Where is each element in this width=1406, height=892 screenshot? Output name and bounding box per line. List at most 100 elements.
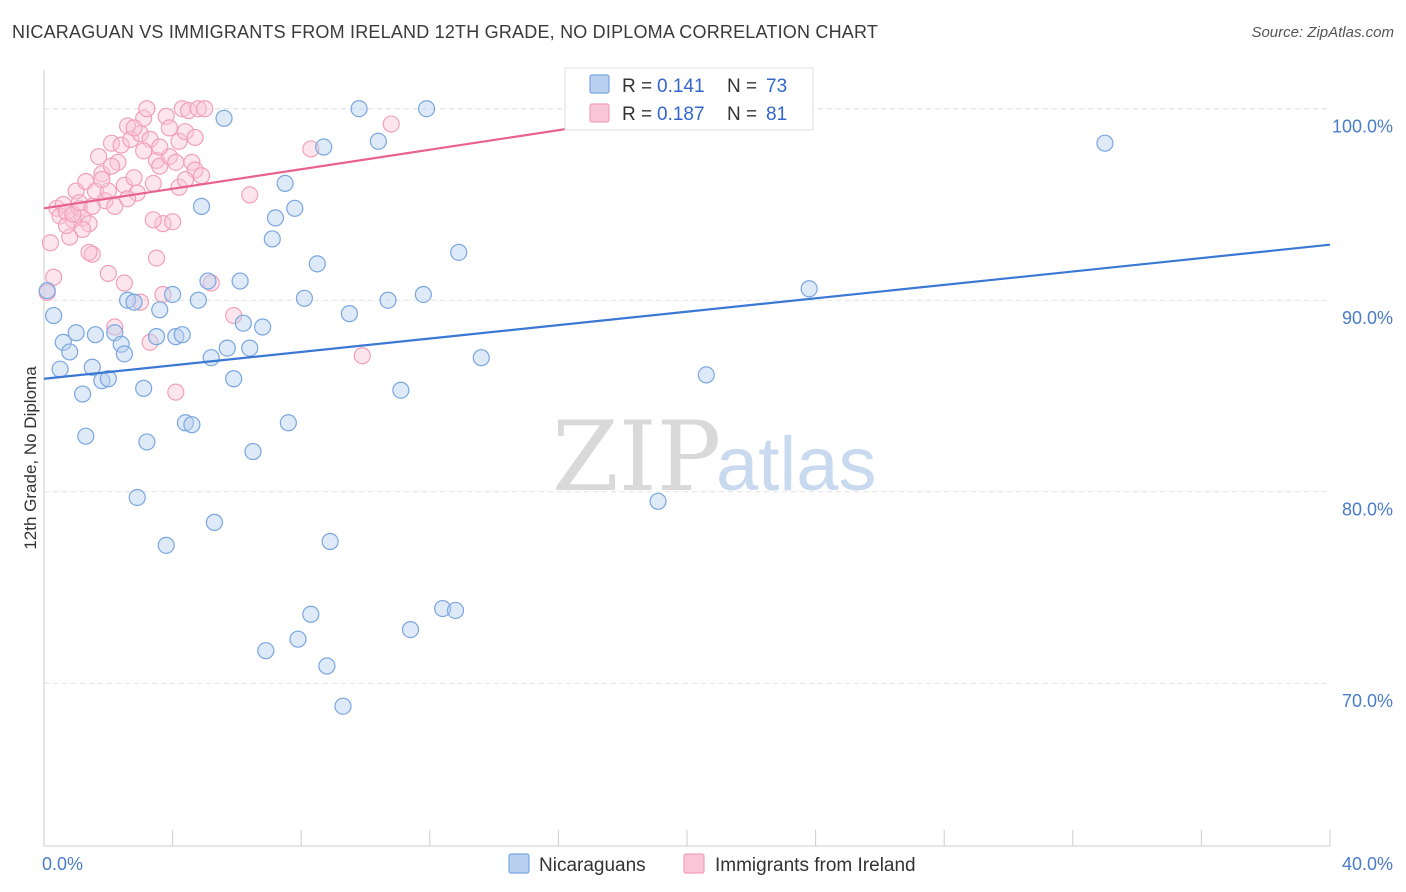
ireland-point bbox=[99, 264, 117, 283]
nicaraguan-point bbox=[115, 345, 133, 363]
nicaraguan-point bbox=[318, 657, 336, 675]
nicaraguan-point bbox=[697, 366, 715, 384]
ireland-point bbox=[138, 100, 156, 118]
ireland-point bbox=[141, 333, 159, 351]
nicaraguan-point bbox=[183, 416, 201, 434]
nicaraguan-point bbox=[54, 333, 72, 351]
nicaraguan-point bbox=[800, 280, 818, 298]
nicaraguan-point bbox=[289, 630, 307, 648]
ireland-point bbox=[151, 138, 169, 156]
stats-r-value-1: 0.141 bbox=[657, 76, 705, 97]
watermark: ZIP atlas bbox=[552, 401, 877, 513]
nicaraguan-point bbox=[157, 536, 175, 554]
ireland-point bbox=[196, 100, 214, 118]
nicaraguan-point bbox=[340, 305, 359, 323]
gridlines bbox=[44, 108, 1330, 684]
y-tick-label: 90.0% bbox=[1342, 308, 1393, 328]
series-nicaraguans-points bbox=[38, 100, 1114, 715]
ireland-point bbox=[189, 100, 207, 118]
nicaraguan-point bbox=[286, 199, 304, 217]
nicaraguan-point bbox=[414, 285, 432, 304]
nicaraguan-point bbox=[257, 642, 275, 660]
nicaraguan-point bbox=[446, 601, 465, 620]
nicaraguan-point bbox=[192, 197, 211, 215]
nicaraguan-point bbox=[321, 532, 339, 551]
stats-r-value-2: 0.187 bbox=[657, 104, 705, 125]
ireland-point bbox=[147, 249, 166, 267]
stats-n-value-1: 73 bbox=[766, 76, 787, 97]
nicaraguan-point bbox=[315, 138, 333, 156]
legend-label-ireland: Immigrants from Ireland bbox=[715, 855, 916, 876]
ireland-point bbox=[302, 140, 320, 158]
nicaraguan-point bbox=[118, 291, 137, 309]
nicaraguan-point bbox=[86, 326, 105, 344]
nicaraguan-point bbox=[176, 414, 195, 432]
nicaraguan-point bbox=[189, 291, 207, 309]
nicaraguan-point bbox=[38, 282, 56, 300]
ireland-point bbox=[131, 293, 150, 311]
nicaraguan-point bbox=[234, 314, 252, 332]
ireland-point bbox=[382, 115, 400, 133]
stats-r-label-2: R = bbox=[622, 104, 652, 125]
y-tick-label: 70.0% bbox=[1342, 691, 1393, 711]
nicaraguan-point bbox=[401, 621, 420, 639]
ireland-point bbox=[144, 174, 162, 193]
stats-legend-swatch-pink bbox=[589, 103, 610, 123]
ireland-point bbox=[102, 157, 121, 175]
ireland-point bbox=[125, 119, 143, 137]
legend-swatch-ireland bbox=[683, 853, 705, 874]
legend-swatch-nicaraguans bbox=[508, 853, 530, 874]
ireland-point bbox=[135, 142, 153, 160]
ireland-point bbox=[170, 132, 188, 150]
nicaraguan-point bbox=[1096, 134, 1114, 152]
y-tick-label: 100.0% bbox=[1332, 117, 1393, 137]
nicaraguan-point bbox=[173, 326, 191, 344]
watermark-atlas: atlas bbox=[716, 422, 877, 507]
nicaraguan-point bbox=[472, 349, 490, 367]
x-tick-label-max: 40.0% bbox=[1342, 854, 1393, 874]
ireland-point bbox=[176, 123, 195, 141]
x-axis-ticks bbox=[43, 830, 1331, 846]
ireland-point bbox=[80, 215, 98, 233]
ireland-point bbox=[353, 347, 371, 365]
nicaraguan-point bbox=[151, 301, 169, 319]
nicaraguan-point bbox=[350, 100, 368, 118]
nicaraguan-point bbox=[73, 385, 92, 403]
stats-n-label-1: N = bbox=[727, 76, 757, 97]
nicaraguan-point bbox=[450, 243, 468, 261]
ireland-point bbox=[164, 213, 182, 231]
stats-n-value-2: 81 bbox=[766, 104, 787, 125]
ireland-point bbox=[90, 148, 108, 166]
nicaraguan-point bbox=[279, 414, 297, 432]
nicaraguan-point bbox=[51, 360, 69, 378]
stats-n-label-2: N = bbox=[727, 104, 757, 125]
nicaraguan-point bbox=[244, 442, 262, 461]
nicaraguan-point bbox=[263, 230, 281, 248]
nicaraguan-point bbox=[379, 291, 397, 309]
ireland-point bbox=[125, 169, 143, 187]
ireland-point bbox=[241, 186, 259, 204]
nicaraguan-point bbox=[215, 109, 233, 127]
nicaraguan-point bbox=[225, 370, 243, 388]
nicaraguan-point bbox=[167, 328, 185, 346]
ireland-point bbox=[106, 318, 124, 336]
nicaraguan-point bbox=[45, 306, 63, 325]
x-tick-label-min: 0.0% bbox=[42, 854, 83, 874]
y-axis-tick-labels: 70.0% 80.0% 90.0% 100.0% bbox=[1332, 117, 1393, 711]
ireland-point bbox=[115, 274, 133, 292]
ireland-point bbox=[192, 167, 211, 185]
nicaraguan-point bbox=[202, 349, 220, 367]
nicaraguan-point bbox=[218, 339, 236, 357]
stats-legend-swatch-blue bbox=[589, 74, 610, 94]
nicaraguan-point bbox=[147, 328, 166, 346]
ireland-point bbox=[118, 190, 137, 208]
ireland-point bbox=[160, 119, 178, 137]
nicaraguan-point bbox=[205, 513, 223, 531]
nicaraguan-point bbox=[417, 100, 436, 118]
nicaraguan-point bbox=[138, 433, 156, 451]
nicaraguan-point bbox=[649, 492, 667, 510]
trend-lines bbox=[43, 109, 1331, 380]
y-tick-label: 80.0% bbox=[1342, 500, 1393, 520]
ireland-point bbox=[80, 243, 98, 261]
